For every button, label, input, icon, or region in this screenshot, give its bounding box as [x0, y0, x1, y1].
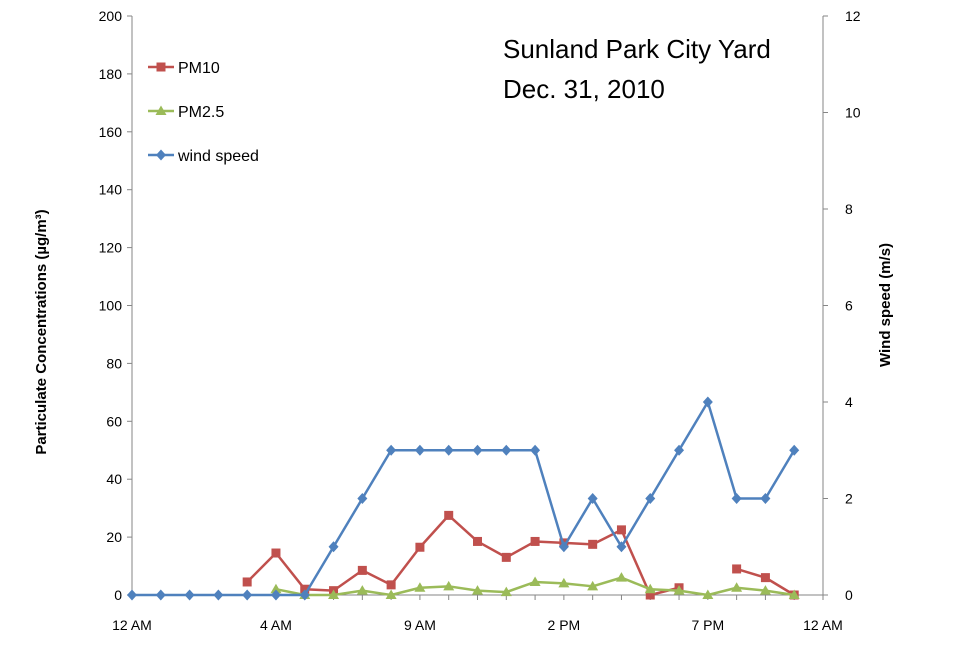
x-tick-label: 12 AM: [803, 617, 843, 633]
pm10-line: [246, 514, 680, 597]
pm2-5-point: [529, 576, 541, 586]
wind-speed-point: [213, 589, 224, 601]
pm2-5-point: [587, 580, 599, 591]
legend: PM10 PM2.5 wind speed: [148, 60, 259, 165]
wind-speed-point: [299, 589, 310, 601]
wind-speed-point: [328, 541, 339, 553]
pm10-point: [242, 577, 252, 587]
y-left-tick-label: 20: [106, 529, 122, 545]
pm2-5-point: [644, 583, 656, 594]
y-right-tick-label: 6: [845, 298, 853, 314]
pm10-point: [501, 552, 511, 562]
legend-pm2-5-label: PM2.5: [178, 104, 224, 121]
y-right-tick-label: 4: [845, 394, 853, 410]
pm10-point: [473, 536, 482, 546]
pm2-5-point: [328, 589, 340, 599]
y-right-tick-label: 8: [845, 201, 853, 217]
x-tick-label: 12 AM: [112, 617, 152, 633]
x-tick-label: 2 PM: [548, 617, 581, 633]
pm2-5-point: [558, 577, 570, 588]
y-left-tick-label: 120: [99, 240, 123, 256]
y-left-tick-label: 60: [106, 413, 122, 429]
y-left-tick-label: 0: [114, 587, 122, 603]
y-left-tick-label: 180: [99, 66, 123, 82]
y-right-tick-label: 0: [845, 587, 853, 603]
pm10-point: [300, 584, 310, 594]
y-right-tick-label: 2: [845, 491, 853, 507]
wind-speed-point: [472, 444, 483, 456]
pm2-5-point: [414, 582, 426, 592]
axes-layer: 0 20 40 60 80 100 120 140 160 180 200 0 2 4 6 8 10 12 12 A…: [99, 8, 861, 633]
wind-speed-point: [616, 541, 627, 553]
wind-speed-point: [501, 444, 512, 456]
pm2-5-point: [731, 582, 743, 592]
y-right-tick-label: 10: [845, 105, 861, 121]
legend-wind-speed-label: wind speed: [177, 148, 259, 165]
wind-speed-point: [155, 589, 166, 601]
pm2-5-point: [615, 572, 627, 582]
wind-speed-point: [270, 589, 281, 601]
wind-speed-point: [558, 541, 569, 553]
wind-speed-point: [443, 444, 454, 456]
wind-speed-point: [530, 444, 541, 456]
wind-speed-point: [587, 493, 598, 504]
pm10-point: [616, 525, 626, 535]
labels-layer: Particulate Concentrations (µg/m³) Wind …: [33, 34, 894, 455]
wind-speed-point: [386, 444, 397, 456]
y-left-tick-label: 80: [106, 355, 122, 371]
y-left-tick-label: 100: [99, 298, 123, 314]
y-left-tick-label: 40: [106, 471, 122, 487]
x-tick-label: 4 AM: [260, 617, 292, 633]
pm10-point: [386, 580, 396, 590]
x-tick-label: 9 AM: [404, 617, 436, 633]
wind-speed-point: [127, 589, 137, 601]
pm10-point: [444, 510, 454, 520]
y-left-tick-label: 160: [99, 124, 123, 140]
wind-speed-point: [760, 493, 771, 504]
pm10-point: [760, 573, 770, 583]
wind-speed-point: [645, 493, 656, 504]
pm10-point: [588, 539, 598, 549]
pm2-5-point: [472, 585, 483, 595]
wind-speed-line: [132, 400, 796, 597]
wind-speed-point: [731, 493, 742, 504]
pm2-5-point: [443, 580, 455, 591]
wind-speed-point: [242, 589, 253, 601]
pm10-point: [645, 590, 655, 600]
annotation-line-2: Dec. 31, 2010: [503, 74, 665, 104]
y-axis-left-title: Particulate Concentrations (µg/m³): [33, 209, 50, 454]
pm10-point: [530, 536, 540, 546]
legend-pm10-marker: [156, 62, 166, 72]
legend-pm2-5-marker: [155, 105, 167, 115]
y-right-tick-label: 12: [845, 8, 861, 24]
pm2-5-point: [759, 585, 771, 595]
pm10-point: [415, 542, 425, 552]
wind-speed-point: [702, 396, 713, 408]
y-left-tick-label: 200: [99, 8, 123, 24]
x-tick-label: 7 PM: [691, 617, 724, 633]
annotation-line-1: Sunland Park City Yard: [503, 34, 771, 64]
pm10-point: [732, 564, 742, 574]
series-layer: [127, 396, 800, 601]
pm2-5-point: [673, 585, 685, 595]
wind-speed-point: [357, 493, 368, 504]
pm2-5-point: [788, 589, 800, 599]
wind-speed-point: [674, 444, 685, 456]
legend-pm10-label: PM10: [178, 60, 220, 77]
pm2-5-point: [385, 589, 397, 599]
pm10-point: [271, 548, 281, 558]
y-axis-right-title: Wind speed (m/s): [877, 243, 894, 367]
pm2-5-point: [500, 586, 512, 597]
y-left-tick-label: 140: [99, 182, 123, 198]
wind-speed-point: [414, 444, 425, 456]
pm2-5-point: [356, 585, 368, 595]
pm10-point: [357, 565, 367, 575]
legend-wind-speed-marker: [156, 149, 166, 161]
pm2-5-point: [702, 589, 714, 599]
wind-speed-point: [789, 444, 800, 456]
wind-speed-point: [184, 589, 195, 601]
pm2-5-point: [270, 583, 282, 594]
